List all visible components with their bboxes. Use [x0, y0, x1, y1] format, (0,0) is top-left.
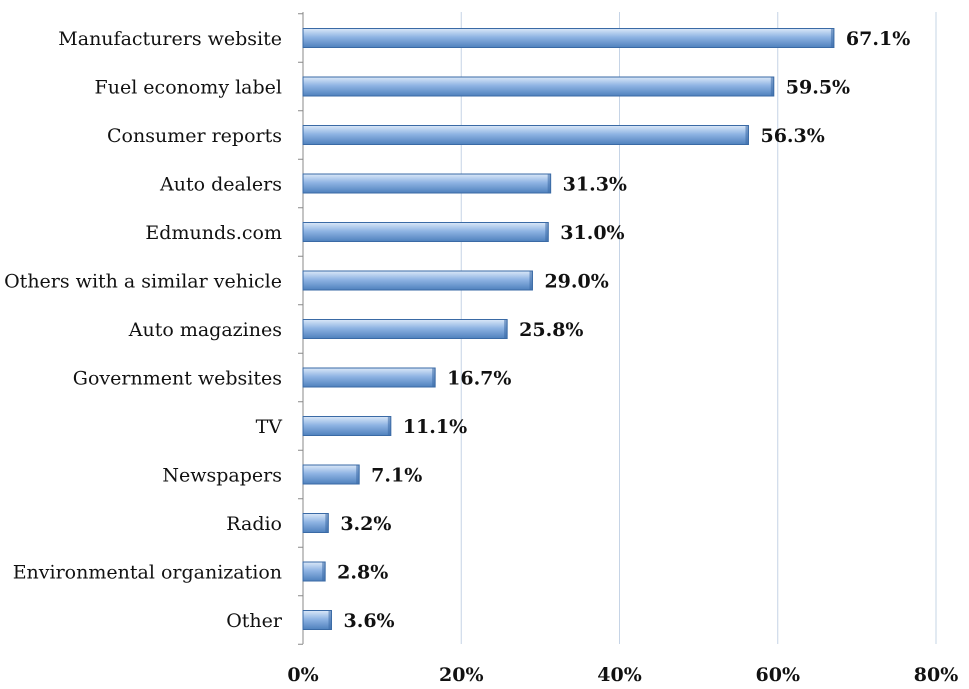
category-label: Government websites [73, 368, 282, 390]
value-label: 29.0% [544, 271, 608, 293]
value-label: 3.2% [340, 513, 391, 535]
value-label: 56.3% [760, 125, 824, 147]
value-label: 59.5% [786, 77, 850, 99]
bar [302, 28, 835, 48]
category-labels: Manufacturers website Fuel economy label C… [4, 28, 283, 632]
bar-end-cap [325, 513, 329, 533]
bar [302, 464, 360, 485]
bar [302, 319, 508, 339]
x-tick-label: 40% [597, 664, 642, 686]
bar-end-cap [432, 368, 436, 387]
category-label: Fuel economy label [95, 77, 282, 99]
bar-end-cap [328, 610, 332, 630]
bar-end-cap [504, 319, 508, 339]
bar [302, 76, 775, 97]
value-label: 31.3% [563, 174, 627, 196]
x-tick-labels: 0% 20% 40% 60% 80% [287, 664, 958, 686]
value-label: 67.1% [846, 28, 910, 50]
category-label: Others with a similar vehicle [4, 271, 282, 293]
bar-end-cap [356, 465, 360, 484]
bar [302, 610, 332, 630]
value-label: 31.0% [560, 222, 624, 244]
category-label: Manufacturers website [58, 28, 282, 50]
category-label: Edmunds.com [145, 222, 282, 244]
bar [302, 367, 436, 388]
value-label: 11.1% [403, 416, 467, 438]
value-labels: 67.1% 59.5% 56.3% 31.3% 31.0% 29.0% 25.8% 16.7%… [337, 28, 910, 632]
category-label: Other [226, 610, 283, 632]
bar [302, 270, 533, 291]
bar-end-cap [387, 416, 391, 436]
x-tick-label: 60% [756, 664, 801, 686]
x-tick-label: 0% [287, 664, 318, 686]
bar-end-cap [545, 222, 549, 242]
category-label: Consumer reports [107, 125, 282, 147]
bar-end-cap [547, 174, 551, 193]
value-label: 2.8% [337, 562, 388, 584]
category-label: Newspapers [162, 465, 282, 487]
axis [298, 12, 304, 645]
value-label: 16.7% [447, 368, 511, 390]
category-label: Environmental organization [13, 562, 282, 584]
bar-end-cap [322, 562, 326, 581]
bar-end-cap [529, 271, 533, 290]
category-label: Auto dealers [159, 174, 282, 196]
value-label: 25.8% [519, 319, 583, 341]
bar [302, 222, 549, 242]
bar [302, 561, 326, 582]
category-label: Radio [226, 513, 282, 535]
bar [302, 513, 329, 533]
bar [302, 416, 392, 436]
x-tick-label: 20% [439, 664, 484, 686]
value-label: 3.6% [343, 610, 394, 632]
bar-end-cap [830, 28, 834, 48]
bar-end-cap [770, 77, 774, 96]
bars [302, 28, 835, 630]
value-label: 7.1% [371, 465, 422, 487]
category-label: Auto magazines [128, 319, 282, 341]
x-tick-label: 80% [914, 664, 959, 686]
bar [302, 173, 552, 194]
bar [302, 125, 749, 145]
bar-end-cap [745, 125, 749, 145]
category-label: TV [256, 416, 283, 438]
